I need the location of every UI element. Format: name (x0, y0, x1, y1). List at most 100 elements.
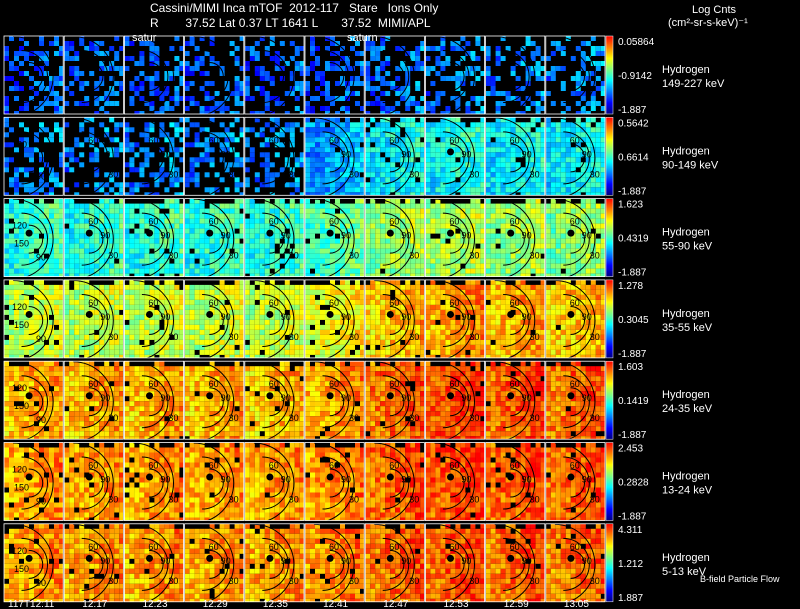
contour-label: 90 (36, 578, 46, 588)
saturn-dot (447, 473, 455, 481)
contour-label: 60 (389, 461, 399, 471)
contour-label: 30 (530, 332, 540, 342)
image-panel (545, 35, 606, 115)
colorbar-max: 4.311 (618, 525, 643, 536)
contour-label: 30 (409, 169, 419, 179)
contour-label: 120 (12, 139, 27, 149)
contour-label: 30 (229, 495, 239, 505)
time-tick-label: 12:17 (82, 599, 107, 609)
energy-label: 24-35 keV (662, 403, 713, 415)
image-panel (184, 35, 245, 115)
legend-label: B-field Particle Flow (700, 574, 780, 584)
contour-label: 30 (349, 413, 359, 423)
contour-label: 90 (281, 475, 291, 485)
contour-label: 90 (221, 312, 231, 322)
colorbar: 1.278 0.3045 -1.887 (605, 279, 649, 360)
time-tick-label: 117T12:11 (8, 599, 55, 609)
colorbar: 1.623 0.4319 -1.887 (605, 198, 649, 279)
contour-label: 30 (168, 413, 178, 423)
energy-label: 90-149 keV (662, 159, 719, 171)
contour-label: 30 (108, 413, 118, 423)
colorbar-mid: 0.3045 (618, 315, 649, 326)
species-label: Hydrogen (662, 64, 710, 76)
contour-label: 60 (88, 135, 98, 145)
contour-label: 60 (329, 217, 339, 227)
contour-label: 90 (100, 393, 110, 403)
colorbar: 2.453 0.2828 -1.887 (605, 442, 649, 523)
contour-label: 120 (12, 221, 27, 231)
species-label: Hydrogen (662, 145, 710, 157)
contour-label: 30 (469, 576, 479, 586)
header-subtitle: R 37.52 Lat 0.37 LT 1641 L 37.52 MIMI/AP… (150, 16, 431, 30)
contour-label: 90 (461, 475, 471, 485)
species-label: Hydrogen (662, 552, 710, 564)
contour-label: 90 (461, 149, 471, 159)
contour-label: 30 (349, 332, 359, 342)
contour-label: 90 (281, 149, 291, 159)
contour-label: 30 (229, 332, 239, 342)
contour-label: 150 (14, 564, 29, 574)
saturn-dot (386, 554, 394, 562)
energy-row: 1201509060903060903060903060903060903060… (3, 360, 606, 440)
contour-label: 60 (209, 542, 219, 552)
colorbar-min: -1.887 (618, 268, 647, 279)
contour-label: 30 (229, 413, 239, 423)
contour-label: 60 (269, 379, 279, 389)
contour-label: 90 (221, 475, 231, 485)
species-label: Hydrogen (662, 227, 710, 239)
time-tick-label: 13:05 (564, 599, 589, 609)
saturn-dot (266, 554, 274, 562)
image-panel (63, 35, 124, 115)
contour-label: 90 (522, 231, 532, 241)
colorbar-mid: 0.4319 (618, 234, 649, 245)
contour-label: 30 (289, 251, 299, 261)
energy-row: 1201509060903060903060903060903060903060… (3, 279, 606, 359)
contour-label: 60 (329, 461, 339, 471)
contour-label: 90 (160, 312, 170, 322)
colorbar-min: -1.887 (618, 430, 647, 441)
saturn-dot (85, 229, 93, 237)
contour-label: 30 (590, 413, 600, 423)
contour-label: 60 (449, 461, 459, 471)
contour-label: 30 (409, 495, 419, 505)
contour-label: 60 (88, 217, 98, 227)
contour-label: 60 (570, 217, 580, 227)
contour-label: 30 (469, 413, 479, 423)
contour-label: 30 (349, 576, 359, 586)
contour-label: 60 (148, 298, 158, 308)
contour-label: 60 (209, 217, 219, 227)
saturn-dot (85, 310, 93, 318)
image-panel (485, 35, 546, 115)
image-panel (364, 35, 425, 115)
time-tick-label: 12:41 (323, 599, 348, 609)
colorbar-mid: 0.6614 (618, 152, 649, 163)
contour-label: 60 (329, 379, 339, 389)
contour-label: 30 (590, 251, 600, 261)
contour-label: 60 (88, 542, 98, 552)
contour-label: 30 (289, 413, 299, 423)
contour-label: 30 (590, 332, 600, 342)
contour-label: 90 (281, 556, 291, 566)
contour-label: 30 (409, 332, 419, 342)
contour-label: 90 (36, 334, 46, 344)
time-tick-label: 12:53 (444, 599, 469, 609)
image-panel (244, 35, 305, 115)
contour-label: 30 (349, 169, 359, 179)
saturn-dot (85, 554, 93, 562)
